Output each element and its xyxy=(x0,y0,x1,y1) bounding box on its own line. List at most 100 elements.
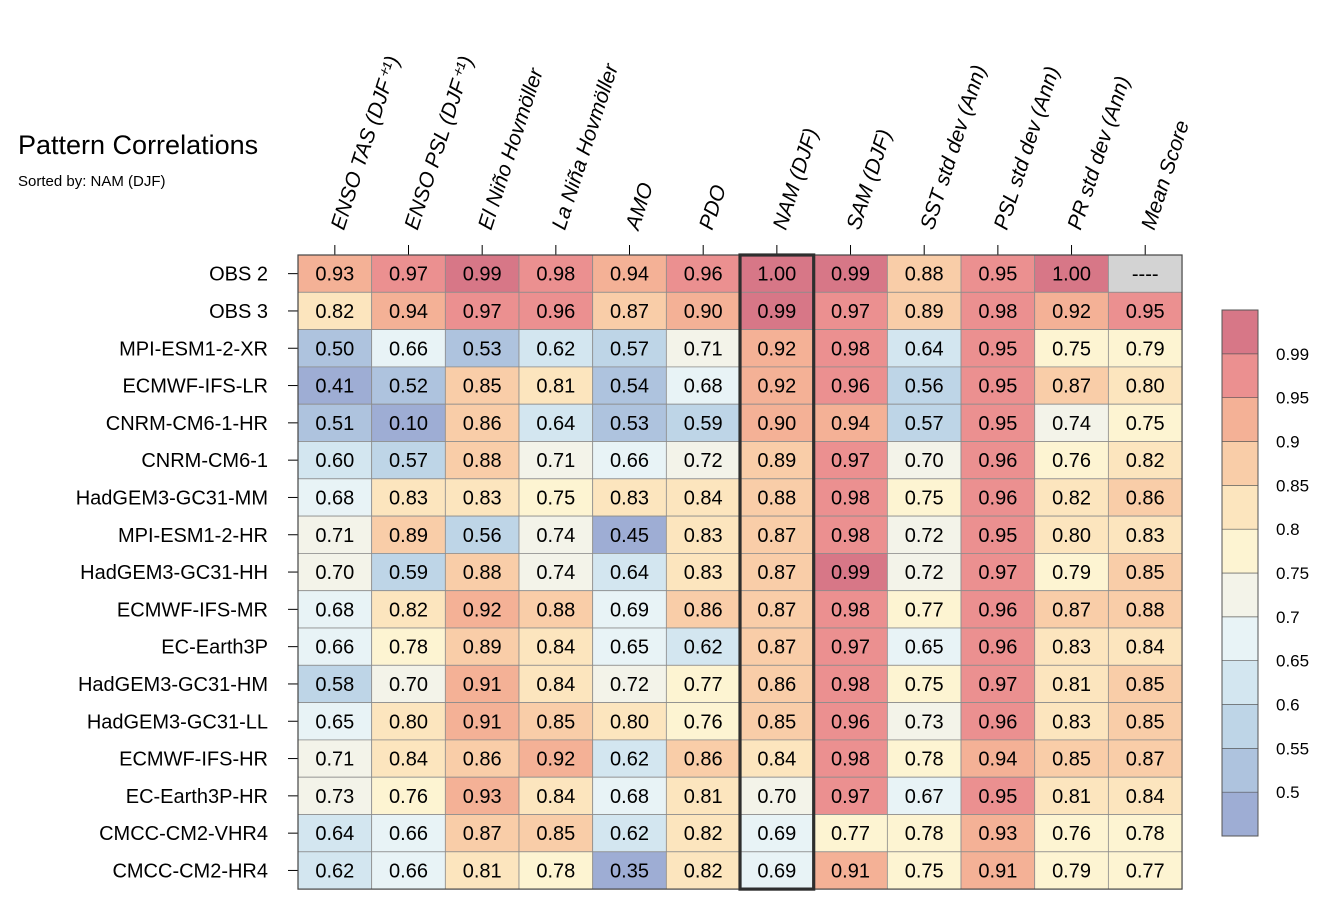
cell-value: 0.74 xyxy=(536,525,575,547)
cell-value: 0.98 xyxy=(831,525,870,547)
cell-value: 0.66 xyxy=(389,338,428,360)
cell-value: 0.89 xyxy=(463,637,502,659)
cell-value: 0.72 xyxy=(905,525,944,547)
cell-value: 0.72 xyxy=(684,450,723,472)
heatmap-cell xyxy=(1107,702,1183,741)
cell-value: 0.64 xyxy=(610,562,649,584)
heatmap-cell xyxy=(592,627,667,666)
heatmap-cell xyxy=(444,664,520,703)
cell-value: 0.81 xyxy=(463,860,502,882)
cell-value: 0.71 xyxy=(315,525,354,547)
cell-value: 0.91 xyxy=(831,860,870,882)
cell-value: 0.94 xyxy=(831,413,870,435)
cell-value: 0.62 xyxy=(610,823,649,845)
cell-value: 0.87 xyxy=(1052,376,1091,398)
cell-value: 0.88 xyxy=(1126,599,1165,621)
heatmap-cell xyxy=(739,814,815,853)
cell-value: 0.86 xyxy=(463,413,502,435)
heatmap-cell xyxy=(592,851,667,890)
cell-value: 0.78 xyxy=(905,749,944,771)
row-label: CMCC-CM2-VHR4 xyxy=(99,823,268,845)
heatmap-cell xyxy=(960,553,1036,592)
cell-value: 0.95 xyxy=(978,264,1017,286)
heatmap-cell xyxy=(1107,478,1183,517)
heatmap-cell xyxy=(592,366,667,405)
heatmap-cell xyxy=(665,478,741,517)
cell-value: 0.92 xyxy=(1052,301,1091,323)
colorbar-band xyxy=(1221,791,1259,837)
cell-value: 0.96 xyxy=(978,711,1017,733)
heatmap-cell xyxy=(444,851,520,890)
heatmap-cell xyxy=(371,553,446,592)
cell-value: 0.78 xyxy=(536,860,575,882)
sorted-column-frame xyxy=(738,253,816,891)
heatmap-cell xyxy=(886,366,962,405)
cell-value: 0.71 xyxy=(684,338,723,360)
heatmap-cell xyxy=(1107,739,1183,778)
heatmap-cell xyxy=(297,329,373,368)
cell-value: 0.92 xyxy=(757,376,796,398)
heatmap-cell xyxy=(592,254,667,293)
cell-value: 0.82 xyxy=(315,301,354,323)
cell-value: 0.73 xyxy=(905,711,944,733)
cell-value: 0.35 xyxy=(610,860,649,882)
cell-value: 0.81 xyxy=(1052,786,1091,808)
heatmap-cell xyxy=(371,515,446,554)
row-label: HadGEM3-GC31-LL xyxy=(87,711,268,733)
heatmap-cell xyxy=(371,478,446,517)
cell-value: 0.82 xyxy=(1126,450,1165,472)
cell-value: 0.80 xyxy=(1126,376,1165,398)
colorbar-band xyxy=(1221,704,1259,749)
column-label: NAM (DJF) xyxy=(769,126,823,233)
row-label: OBS 2 xyxy=(209,264,268,286)
cell-value: 0.92 xyxy=(536,749,575,771)
highlight-column-frame xyxy=(738,253,816,891)
cell-value: 0.91 xyxy=(463,674,502,696)
heatmap-cell xyxy=(592,329,667,368)
colorbar: 0.99 0.95 0.9 0.85 0.8 0.75 0.7 0.65 0.6 0.55 0.5 xyxy=(1221,309,1309,837)
cell-value: 0.65 xyxy=(610,637,649,659)
column-label: PSL std dev (Ann) xyxy=(990,64,1064,233)
heatmap-cell xyxy=(1034,366,1109,405)
cell-value: 0.72 xyxy=(610,674,649,696)
column-label: ENSO PSL (DJF⁺¹) xyxy=(400,53,478,232)
cell-value: 0.98 xyxy=(831,749,870,771)
cell-value: 0.88 xyxy=(463,450,502,472)
cell-value: 0.98 xyxy=(831,338,870,360)
heatmap-cell xyxy=(518,515,594,554)
heatmap-cell xyxy=(813,403,888,442)
column-label: SAM (DJF) xyxy=(842,127,896,233)
cell-value: 0.77 xyxy=(905,599,944,621)
cell-value: 0.75 xyxy=(905,674,944,696)
cell-value: 0.77 xyxy=(684,674,723,696)
heatmap-cell xyxy=(518,553,594,592)
heatmap-cell xyxy=(444,776,520,815)
cell-value: 0.82 xyxy=(389,599,428,621)
cell-value: 0.96 xyxy=(978,637,1017,659)
heatmap-cell xyxy=(739,366,815,405)
cell-value: 0.85 xyxy=(1052,749,1091,771)
cell-value: 0.98 xyxy=(831,599,870,621)
cell-value: 0.94 xyxy=(610,264,649,286)
cell-value: 0.93 xyxy=(315,264,354,286)
cell-value: 0.96 xyxy=(684,264,723,286)
heatmap-cell xyxy=(1034,254,1109,293)
heatmap-cell xyxy=(444,291,520,330)
cell-value: 0.84 xyxy=(1126,637,1165,659)
heatmap-cells: 0.93 0.97 0.99 0.98 0.94 0.96 1.00 0.99 0.88 0.95… xyxy=(297,254,1183,890)
heatmap-cell xyxy=(813,590,888,629)
cell-value: 0.98 xyxy=(978,301,1017,323)
cell-value: 0.93 xyxy=(978,823,1017,845)
heatmap-cell xyxy=(813,776,888,815)
cell-value: 0.87 xyxy=(463,823,502,845)
cell-value: 0.68 xyxy=(315,599,354,621)
cell-value: 0.75 xyxy=(1052,338,1091,360)
cell-value: 0.86 xyxy=(684,749,723,771)
heatmap-cell xyxy=(371,291,446,330)
cell-value: 0.97 xyxy=(831,450,870,472)
cell-value: 0.70 xyxy=(905,450,944,472)
cell-value: 0.97 xyxy=(389,264,428,286)
heatmap-cell xyxy=(886,664,962,703)
heatmap-cell xyxy=(444,702,520,741)
cell-value: 0.95 xyxy=(978,525,1017,547)
